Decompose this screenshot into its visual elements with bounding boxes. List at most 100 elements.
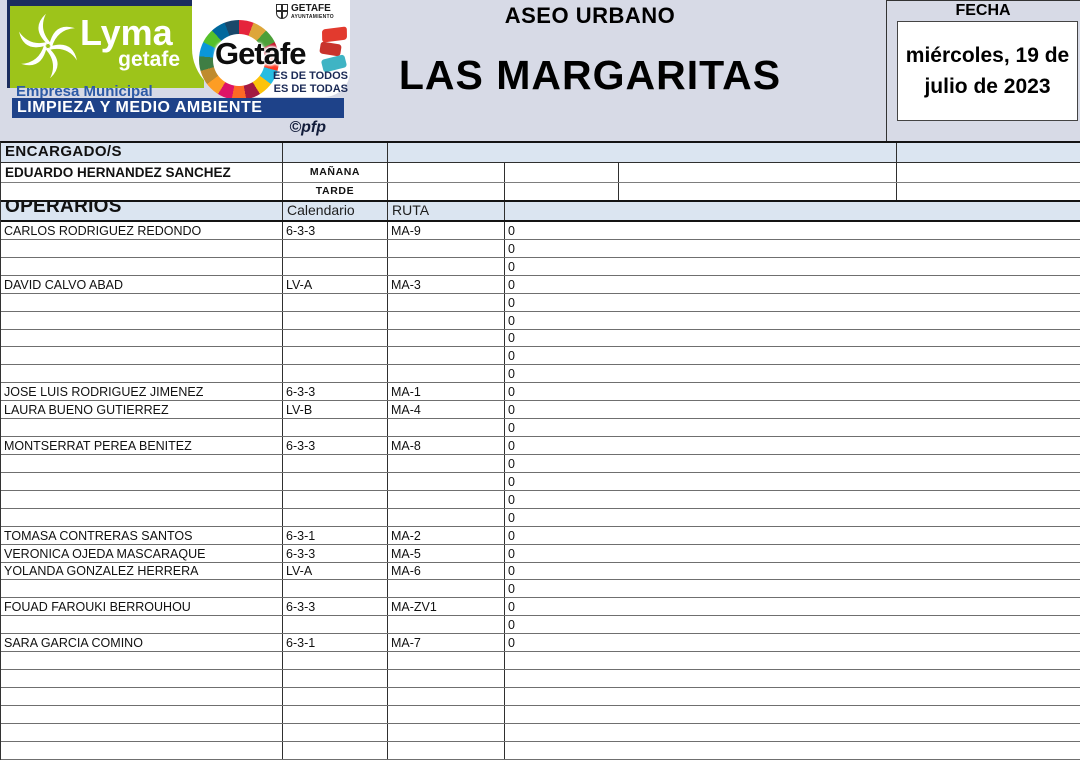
table-row: [1, 741, 1080, 760]
cell-calendario: [283, 741, 388, 759]
cell-name: VERONICA OJEDA MASCARAQUE: [1, 544, 283, 562]
cell-calendario: 6-3-3: [283, 598, 388, 616]
cell-value: 0: [508, 510, 515, 525]
cell-calendario: 6-3-1: [283, 634, 388, 652]
cell-name: [1, 329, 283, 347]
cell-calendario: [283, 705, 388, 723]
table-row: [1, 723, 1080, 742]
shift-afternoon-label: TARDE: [283, 183, 388, 200]
cell-ruta: [388, 616, 505, 634]
cell-ruta: [388, 687, 505, 705]
cell-calendario: LV-B: [283, 401, 388, 419]
cell-value: 0: [508, 474, 515, 489]
encargado-afternoon-row: TARDE: [1, 183, 1080, 202]
cell-ruta: [388, 741, 505, 759]
cell-value: 0: [508, 367, 515, 382]
cell-ruta: MA-3: [388, 275, 505, 293]
crest-shield-icon: [276, 4, 288, 19]
cell-calendario: [283, 347, 388, 365]
table-row: DAVID CALVO ABAD LV-A MA-3 0: [1, 275, 1080, 294]
table-row: 0: [1, 239, 1080, 258]
cell-value: 0: [508, 313, 515, 328]
encargados-section-label: ENCARGADO/S: [1, 143, 283, 162]
empty-cell: [619, 183, 897, 200]
cell-ruta: [388, 257, 505, 275]
cell-ruta: [388, 472, 505, 490]
cell-name: FOUAD FAROUKI BERROUHOU: [1, 598, 283, 616]
table-row: SARA GARCIA COMINO 6-3-1 MA-7 0: [1, 634, 1080, 653]
cell-value: 0: [508, 582, 515, 597]
copyright-mark: ©pfp: [289, 119, 326, 136]
cell-name: LAURA BUENO GUTIERREZ: [1, 401, 283, 419]
cell-calendario: [283, 257, 388, 275]
table-row: YOLANDA GONZALEZ HERRERA LV-A MA-6 0: [1, 562, 1080, 581]
cell-name: [1, 741, 283, 759]
cell-calendario: [283, 293, 388, 311]
cell-name: [1, 652, 283, 670]
cell-calendario: 6-3-3: [283, 383, 388, 401]
empty-cell: [283, 143, 388, 162]
date-line-1: miércoles, 19 de: [905, 43, 1070, 67]
cell-value: 0: [508, 456, 515, 471]
cell-ruta: [388, 454, 505, 472]
cell-ruta: MA-7: [388, 634, 505, 652]
cell-value: 0: [508, 385, 515, 400]
service-title: ASEO URBANO: [504, 3, 676, 28]
table-row: JOSE LUIS RODRIGUEZ JIMENEZ 6-3-3 MA-1 0: [1, 383, 1080, 402]
table-row: 0: [1, 616, 1080, 635]
roster-table: ENCARGADO/S EDUARDO HERNANDEZ SANCHEZ MA…: [0, 141, 1080, 760]
table-row: LAURA BUENO GUTIERREZ LV-B MA-4 0: [1, 401, 1080, 420]
encargado-name: EDUARDO HERNANDEZ SANCHEZ: [1, 163, 283, 182]
cell-name: [1, 580, 283, 598]
table-row: [1, 652, 1080, 671]
shift-morning-label: MAÑANA: [283, 163, 388, 182]
cell-name: [1, 347, 283, 365]
cell-ruta: MA-5: [388, 544, 505, 562]
cell-name: DAVID CALVO ABAD: [1, 275, 283, 293]
table-row: VERONICA OJEDA MASCARAQUE 6-3-3 MA-5 0: [1, 544, 1080, 563]
cell-value: 0: [508, 421, 515, 436]
cell-value: 0: [508, 403, 515, 418]
slogan-line-2: ES DE TODAS: [273, 82, 348, 95]
logo-border-strip-left: [7, 0, 10, 88]
cell-ruta: [388, 293, 505, 311]
council-crest: GETAFE AYUNTAMIENTO: [276, 4, 334, 20]
table-row: 0: [1, 472, 1080, 491]
cell-calendario: [283, 723, 388, 741]
department-bar: LIMPIEZA Y MEDIO AMBIENTE: [12, 98, 344, 118]
empty-cell: [505, 202, 1080, 220]
column-header-ruta: RUTA: [388, 202, 505, 220]
cell-calendario: [283, 329, 388, 347]
cell-ruta: [388, 652, 505, 670]
cell-ruta: [388, 670, 505, 687]
cell-ruta: MA-4: [388, 401, 505, 419]
lyma-spiral-icon: [19, 14, 77, 78]
cell-value: 0: [508, 438, 515, 453]
empty-cell: [505, 163, 619, 182]
cell-ruta: MA-6: [388, 562, 505, 580]
cell-calendario: [283, 687, 388, 705]
table-row: 0: [1, 311, 1080, 330]
cell-ruta: [388, 347, 505, 365]
table-row: [1, 705, 1080, 724]
cell-name: JOSE LUIS RODRIGUEZ JIMENEZ: [1, 383, 283, 401]
zone-title: LAS MARGARITAS: [398, 52, 782, 98]
table-row: 0: [1, 419, 1080, 438]
cell-value: 0: [508, 492, 515, 507]
table-row: 0: [1, 329, 1080, 348]
operarios-rows: CARLOS RODRIGUEZ REDONDO 6-3-3 MA-9 0 0 …: [1, 222, 1080, 760]
cell-name: [1, 454, 283, 472]
cell-calendario: 6-3-1: [283, 526, 388, 544]
cell-value: 0: [508, 636, 515, 651]
cell-ruta: [388, 239, 505, 257]
lyma-wordmark-sub: getafe: [118, 48, 180, 71]
cell-calendario: [283, 652, 388, 670]
table-row: TOMASA CONTRERAS SANTOS 6-3-1 MA-2 0: [1, 526, 1080, 545]
cell-calendario: [283, 670, 388, 687]
empty-cell: [619, 163, 897, 182]
cell-value: [505, 724, 1080, 741]
empty-cell: [505, 183, 619, 200]
cell-calendario: [283, 419, 388, 437]
cell-name: [1, 239, 283, 257]
cell-name: YOLANDA GONZALEZ HERRERA: [1, 562, 283, 580]
